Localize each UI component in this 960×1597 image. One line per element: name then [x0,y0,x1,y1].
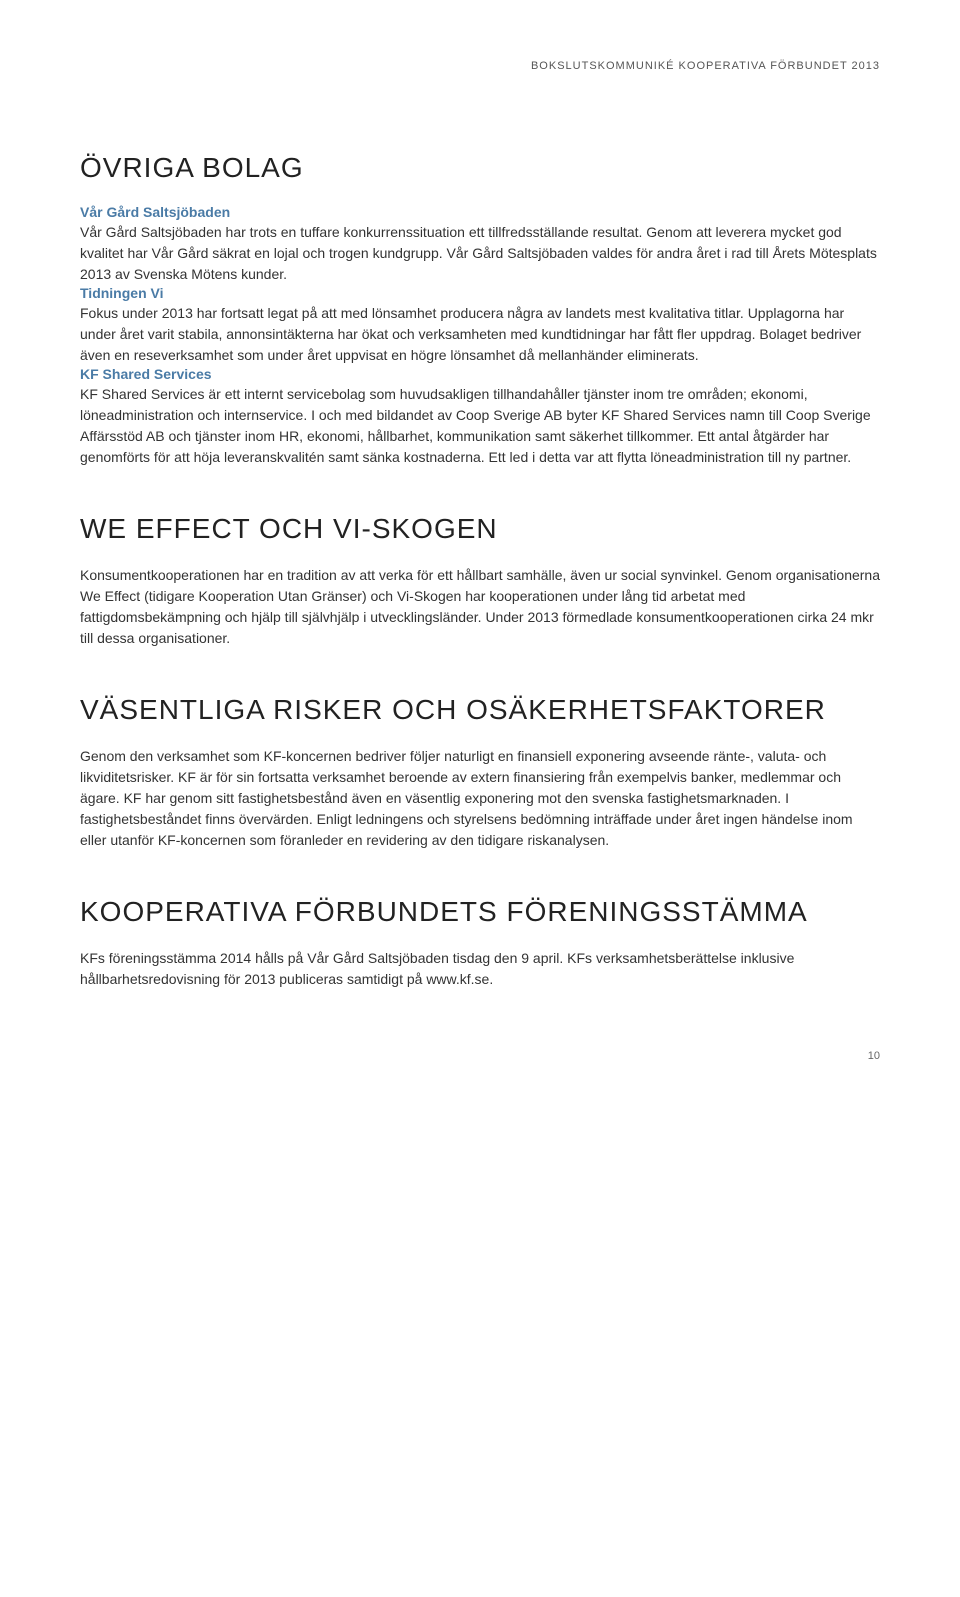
section-heading: WE EFFECT OCH VI-SKOGEN [80,513,880,545]
page-number: 10 [80,1050,880,1062]
subsection-kf-shared-services: KF Shared Services KF Shared Services är… [80,366,880,468]
body-paragraph: Fokus under 2013 har fortsatt legat på a… [80,303,880,366]
body-paragraph: Vår Gård Saltsjöbaden har trots en tuffa… [80,222,880,285]
section-heading: VÄSENTLIGA RISKER OCH OSÄKERHETSFAKTORER [80,694,880,726]
section-heading: ÖVRIGA BOLAG [80,152,880,184]
section-we-effect: WE EFFECT OCH VI-SKOGEN Konsumentkoopera… [80,513,880,649]
subsection-title: Vår Gård Saltsjöbaden [80,204,880,220]
section-heading: KOOPERATIVA FÖRBUNDETS FÖRENINGSSTÄMMA [80,896,880,928]
body-paragraph: Genom den verksamhet som KF-koncernen be… [80,746,880,851]
subsection-title: KF Shared Services [80,366,880,382]
section-foreningsstamma: KOOPERATIVA FÖRBUNDETS FÖRENINGSSTÄMMA K… [80,896,880,990]
section-risker: VÄSENTLIGA RISKER OCH OSÄKERHETSFAKTORER… [80,694,880,851]
body-paragraph: Konsumentkooperationen har en tradition … [80,565,880,649]
section-ovriga-bolag: ÖVRIGA BOLAG Vår Gård Saltsjöbaden Vår G… [80,152,880,468]
subsection-tidningen-vi: Tidningen Vi Fokus under 2013 har fortsa… [80,285,880,366]
body-paragraph: KF Shared Services är ett internt servic… [80,384,880,468]
subsection-var-gard: Vår Gård Saltsjöbaden Vår Gård Saltsjöba… [80,204,880,285]
page-number-value: 10 [868,1050,880,1062]
header-text: BOKSLUTSKOMMUNIKÉ KOOPERATIVA FÖRBUNDET … [531,60,880,72]
subsection-title: Tidningen Vi [80,285,880,301]
document-header: BOKSLUTSKOMMUNIKÉ KOOPERATIVA FÖRBUNDET … [80,60,880,72]
body-paragraph: KFs föreningsstämma 2014 hålls på Vår Gå… [80,948,880,990]
